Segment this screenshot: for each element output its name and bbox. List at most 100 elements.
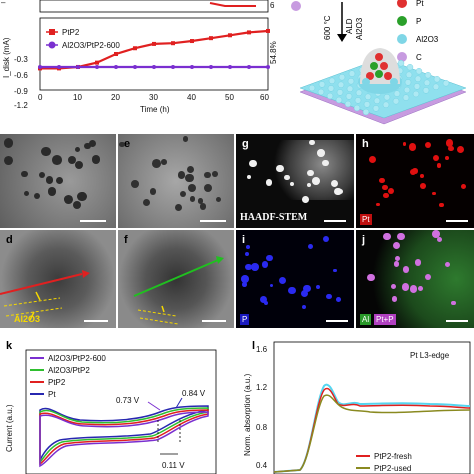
annot-084: 0.84 V (182, 389, 206, 398)
tem-image-c: c (0, 134, 116, 228)
particle (309, 139, 315, 146)
particle (260, 295, 267, 303)
particle (402, 283, 410, 291)
surface-atom (345, 93, 353, 100)
point-s1-8 (190, 64, 194, 69)
al2o3-process-label: Al2O3 (355, 17, 364, 40)
hrtem-image-d: d Al2O3 (0, 230, 116, 328)
particle (300, 290, 308, 297)
cv-legend-2: PtP2 (48, 378, 66, 387)
particle (246, 174, 252, 180)
surface-atom (363, 101, 371, 108)
xtick-1: 10 (73, 93, 82, 102)
y-axis-title: I_disk (mA) (2, 37, 11, 78)
surface-atom (397, 60, 405, 67)
surface-atom (362, 108, 370, 116)
particle (408, 143, 417, 151)
particle (409, 285, 417, 293)
particle (383, 232, 391, 241)
point-s1-11 (247, 64, 251, 69)
point-s1-10 (228, 64, 232, 69)
p-tag: P (240, 314, 250, 325)
particle (68, 155, 77, 164)
scale-bar-e (200, 220, 226, 222)
overlay-map-j: j Al Pt+P (356, 230, 474, 328)
nanoparticle (358, 48, 402, 94)
particle (451, 300, 456, 306)
particle (160, 158, 167, 165)
particle (284, 175, 290, 181)
particle (391, 296, 397, 302)
xanes-legend-0: PtP2-fresh (374, 452, 412, 461)
particle (460, 184, 466, 190)
particle (203, 171, 211, 179)
particle (39, 171, 46, 178)
surface-atom (392, 97, 400, 105)
upper-plot-series (209, 2, 256, 7)
al2o3-legend-dot (397, 34, 407, 44)
particle (276, 164, 284, 173)
annot-right: 54.8% (269, 41, 278, 64)
xanes-curves (273, 383, 471, 473)
particle (414, 259, 422, 266)
surface-atom (354, 97, 362, 104)
cv-legend-3: Pt (48, 390, 56, 399)
panel-label-e: e (124, 138, 131, 150)
particle (187, 166, 195, 174)
particle (45, 176, 53, 184)
particle (382, 184, 388, 190)
panel-label-i: i (242, 234, 246, 246)
ptp-tag: Pt+P (374, 314, 396, 325)
surface-atom (338, 73, 346, 81)
particle (177, 171, 186, 180)
particle (420, 182, 426, 189)
particle (390, 283, 396, 289)
xanes-ytick-1: 1.2 (256, 383, 268, 392)
particle (432, 230, 440, 238)
particle (189, 196, 195, 202)
particle (72, 200, 82, 209)
al-tag: Al (360, 314, 372, 325)
panel-label-k: k (6, 340, 13, 352)
particle (436, 163, 442, 168)
scale-bar-j (446, 320, 468, 322)
particle (119, 141, 125, 148)
ytick-2: -0.9 (14, 87, 28, 96)
particle (150, 188, 157, 195)
legend-c: C (416, 53, 422, 62)
point-s0-8 (190, 39, 194, 44)
particle (245, 263, 252, 271)
ald-label: ALD (345, 18, 354, 34)
surface-atom (405, 71, 413, 79)
surface-atom (414, 75, 422, 83)
particle (188, 184, 197, 193)
particle (397, 232, 405, 241)
ald-arrowhead (337, 34, 347, 42)
upper-axis-label: – (1, 0, 6, 7)
legend-al2o3: Al2O3/PtP2-600 (62, 41, 120, 50)
particle (246, 245, 250, 249)
panel-label-h: h (362, 138, 369, 150)
cv-annotations: 0.73 V 0.84 V 0.11 V (116, 389, 206, 470)
particle (444, 156, 449, 161)
particle (317, 149, 325, 157)
particle (290, 181, 295, 186)
xtick-4: 40 (187, 93, 196, 102)
scale-bar-h (446, 220, 468, 222)
cv-legend-1: Al2O3/PtP2 (48, 366, 90, 375)
particle (302, 284, 311, 293)
haadf-label: HAADF-STEM (240, 212, 308, 223)
particle (263, 300, 269, 306)
particle (439, 202, 444, 208)
surface-atom (403, 86, 411, 94)
particle (265, 178, 273, 186)
point-s1-3 (95, 64, 99, 69)
particle (425, 142, 432, 149)
particle (326, 293, 332, 300)
hrtem-image-f: f (118, 230, 234, 328)
panel-label-j: j (362, 234, 366, 246)
particle (394, 255, 401, 262)
point-s1-7 (171, 64, 175, 69)
particle (184, 173, 194, 183)
particle (287, 286, 296, 295)
